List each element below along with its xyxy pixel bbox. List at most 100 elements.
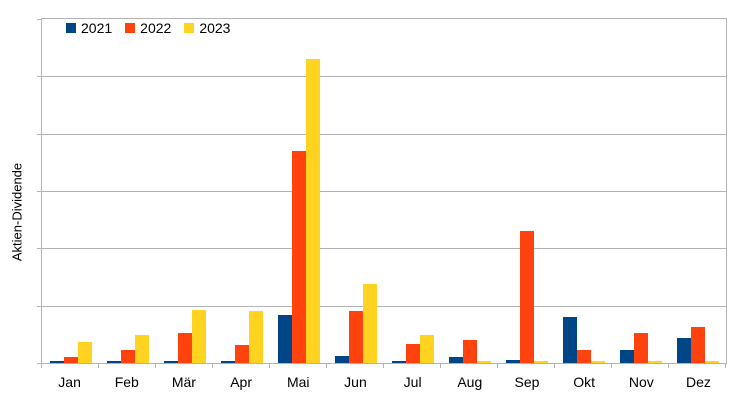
bar-2021-Feb [106,360,121,363]
bar-2021-Okt [562,316,577,363]
bar-2023-Feb [134,334,149,363]
y-tick [37,248,42,250]
x-axis-label-Mär: Mär [171,374,196,390]
gridline [42,248,726,250]
bar-group-Feb [99,19,156,363]
x-axis-label-Okt: Okt [573,374,596,390]
y-tick [37,133,42,135]
legend-label-2021: 2021 [81,20,113,36]
x-tick [383,363,384,368]
bar-2022-Dez [690,327,705,363]
bar-2022-Jul [405,344,420,363]
legend-label-2023: 2023 [199,20,231,36]
bar-2021-Mär [163,360,178,363]
x-tick [326,363,327,368]
bar-2023-Okt [590,361,605,363]
bar-2022-Jan [63,357,78,363]
bar-2021-Jan [49,360,64,363]
bar-2022-Aug [462,339,477,363]
bar-2021-Nov [619,349,634,363]
bar-2022-Feb [120,349,135,363]
gridline [42,191,726,192]
bar-2021-Jul [391,360,406,363]
x-axis-label-Sep: Sep [514,374,540,390]
bar-2021-Jun [334,355,349,363]
bar-group-Dez [669,19,726,363]
bar-2022-Sep [519,231,534,363]
x-axis-label-Aug: Aug [457,374,483,390]
x-axis-label-Jul: Jul [403,374,422,390]
bar-2023-Sep [533,361,548,363]
x-tick [554,363,555,368]
bar-2023-Apr [248,310,263,363]
legend-item-2022: 2022 [125,20,171,36]
bar-2023-Mai [305,58,320,363]
bar-group-Jan [42,19,99,363]
bar-2022-Mär [177,333,192,363]
x-tick [725,363,726,368]
x-tick [668,363,669,368]
bar-2022-Okt [576,349,591,363]
x-tick [611,363,612,368]
y-tick [37,363,42,364]
bar-2022-Mai [291,151,306,363]
bar-group-Okt [555,19,612,363]
x-tick [440,363,441,368]
bar-2021-Dez [676,338,691,363]
x-axis-label-Jan: Jan [58,374,81,390]
x-axis-label-Mai: Mai [286,374,310,390]
bar-2023-Aug [476,361,491,363]
x-axis-label-Feb: Feb [114,374,139,390]
y-axis-title: Aktien-Dividende [9,162,25,262]
plot-area [37,18,727,368]
bar-2023-Dez [704,361,719,363]
bar-group-Jun [327,19,384,363]
bar-group-Aug [441,19,498,363]
bar-2023-Jan [77,341,92,363]
y-tick [37,191,42,192]
bar-groups [42,19,726,363]
x-tick [97,363,99,368]
legend-item-2023: 2023 [184,20,230,36]
bar-group-Nov [612,19,669,363]
y-tick [37,19,42,20]
x-tick [212,363,213,368]
x-tick [496,363,498,368]
bar-group-Mai [270,19,327,363]
x-axis-label-Dez: Dez [686,374,711,390]
bar-2023-Jul [419,335,434,363]
legend: 2021 2022 2023 [66,20,243,36]
y-tick [37,305,42,307]
x-tick [154,363,156,368]
bar-2022-Jun [348,310,363,363]
x-axis-label-Nov: Nov [628,374,654,390]
legend-swatch-2022 [125,23,136,33]
bar-2021-Mai [277,315,292,363]
gridline [42,76,726,78]
bar-group-Sep [498,19,555,363]
x-axis-label-Jun: Jun [344,374,367,390]
bar-2021-Apr [220,360,235,363]
bar-2023-Nov [647,361,662,363]
bar-2021-Aug [448,356,463,363]
x-tick [268,363,270,368]
legend-swatch-2021 [66,23,76,33]
gridline [42,133,726,135]
gridline [42,305,726,307]
legend-item-2021: 2021 [66,20,112,36]
bar-2022-Nov [633,333,648,363]
bar-2022-Apr [234,345,249,363]
y-tick [37,76,42,78]
legend-swatch-2023 [184,23,195,33]
x-axis-label-Apr: Apr [230,374,252,390]
x-tick [41,363,42,368]
bar-2021-Sep [505,360,520,363]
bar-group-Apr [213,19,270,363]
legend-label-2022: 2022 [140,20,172,36]
bar-group-Mär [156,19,213,363]
bar-2023-Mär [191,310,206,363]
bar-group-Jul [384,19,441,363]
x-axis-labels: Jan Feb Mär Apr Mai Jun Jul Aug Sep Okt Nov Dez [41,373,727,391]
bar-2023-Jun [362,284,377,363]
